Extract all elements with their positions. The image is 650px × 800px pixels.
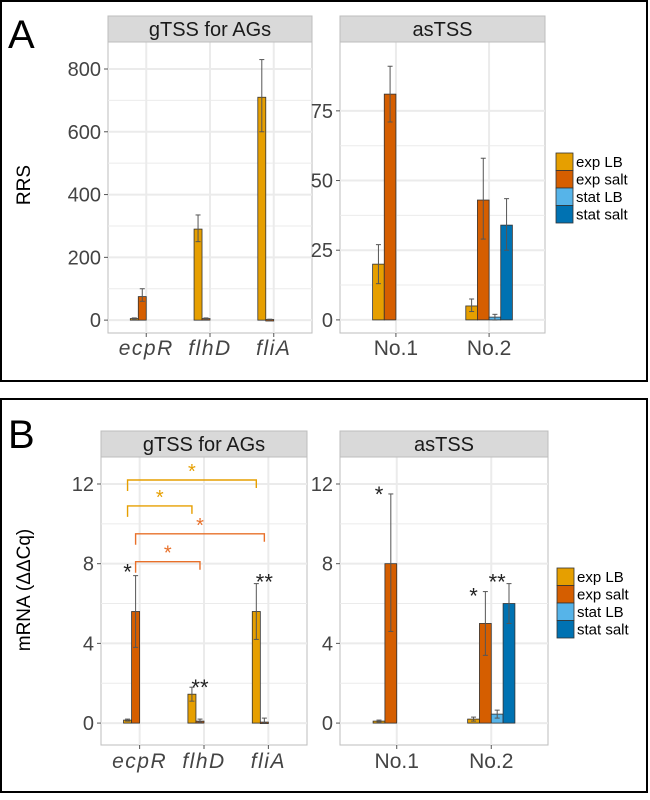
significance-star: ** [256,570,274,595]
y-tick-label: 25 [311,240,333,262]
legend-swatch [556,567,575,586]
legend-label: stat salt [576,207,629,224]
legend-label: stat LB [576,189,623,206]
legend-label: exp LB [576,154,623,171]
facet-title: gTSS for AGs [149,19,271,41]
legend-label: exp salt [577,587,630,604]
bracket-star: * [164,543,172,565]
x-tick-label: flhD [188,337,231,360]
x-tick-label: No.2 [469,750,513,773]
y-tick-label: 8 [322,554,333,576]
bar-exp-salt [383,93,397,321]
legend-swatch [556,585,575,604]
y-tick-label: 800 [68,59,101,81]
x-tick-label: ecpR [112,750,167,773]
legend-label: stat LB [577,604,624,621]
x-tick-label: ecpR [119,337,174,360]
panel-label: B [8,413,35,457]
x-tick-label: fliA [251,750,286,773]
legend-swatch [555,170,574,189]
significance-star: * [375,482,384,507]
facet-title: gTSS for AGs [143,434,265,456]
legend-swatch [555,205,574,224]
y-tick-label: 12 [311,474,333,496]
significance-bracket [126,479,258,491]
x-tick-label: fliA [256,337,291,360]
panel-A: A RRS 0 200 400 600 800 ecpR flhD fliA gTSS for AG… [0,0,648,382]
y-axis-title: mRNA (ΔΔCq) [14,529,35,652]
panel-border [0,398,648,793]
y-tick-label: 12 [72,474,94,496]
y-tick-label: 4 [322,633,333,655]
significance-star: * [123,560,132,585]
y-tick-label: 75 [311,101,333,123]
facet-strip [100,430,308,458]
significance-bracket [134,533,266,545]
bracket-star: * [196,515,204,537]
plot-area [339,456,549,746]
legend-label: exp salt [576,172,629,189]
y-tick-label: 600 [68,122,101,144]
legend-swatch [556,620,575,639]
facet-1: 0 25 50 75 No.1 No.2 asTSS [311,15,546,360]
facet-title: asTSS [412,19,472,41]
facet-strip [339,15,546,43]
legend-swatch [555,187,574,206]
facet-strip [107,15,313,43]
x-tick-label: No.1 [374,337,418,360]
x-tick-label: No.1 [375,750,419,773]
bracket-star: * [188,461,196,483]
legend-swatch [555,152,574,171]
y-tick-label: 8 [83,554,94,576]
significance-star: ** [191,675,209,700]
panel-label: A [8,13,35,57]
facet-strip [339,430,549,458]
y-tick-label: 50 [311,171,333,193]
facet-title: asTSS [414,434,474,456]
plot-area [339,41,546,334]
y-tick-label: 0 [83,713,94,735]
x-tick-label: flhD [182,750,225,773]
y-tick-label: 4 [83,633,94,655]
x-tick-label: No.2 [467,337,511,360]
significance-bracket [134,560,201,573]
y-axis-title: RRS [14,165,35,205]
significance-star: ** [489,570,507,595]
y-tick-label: 0 [322,713,333,735]
significance-bracket [126,505,193,517]
y-tick-label: 0 [322,310,333,332]
legend-label: exp LB [577,569,624,586]
bracket-star: * [156,487,164,509]
legend-swatch [556,602,575,621]
y-tick-label: 400 [68,185,101,207]
bar-exp-LB [193,228,203,321]
panel-border [0,0,648,382]
significance-star: * [469,584,478,609]
y-tick-label: 0 [90,310,101,332]
facet-0: 0 200 400 600 800 ecpR flhD fliA gTSS for AGs [68,15,313,360]
legend-label: stat salt [577,622,630,639]
y-tick-label: 200 [68,247,101,269]
